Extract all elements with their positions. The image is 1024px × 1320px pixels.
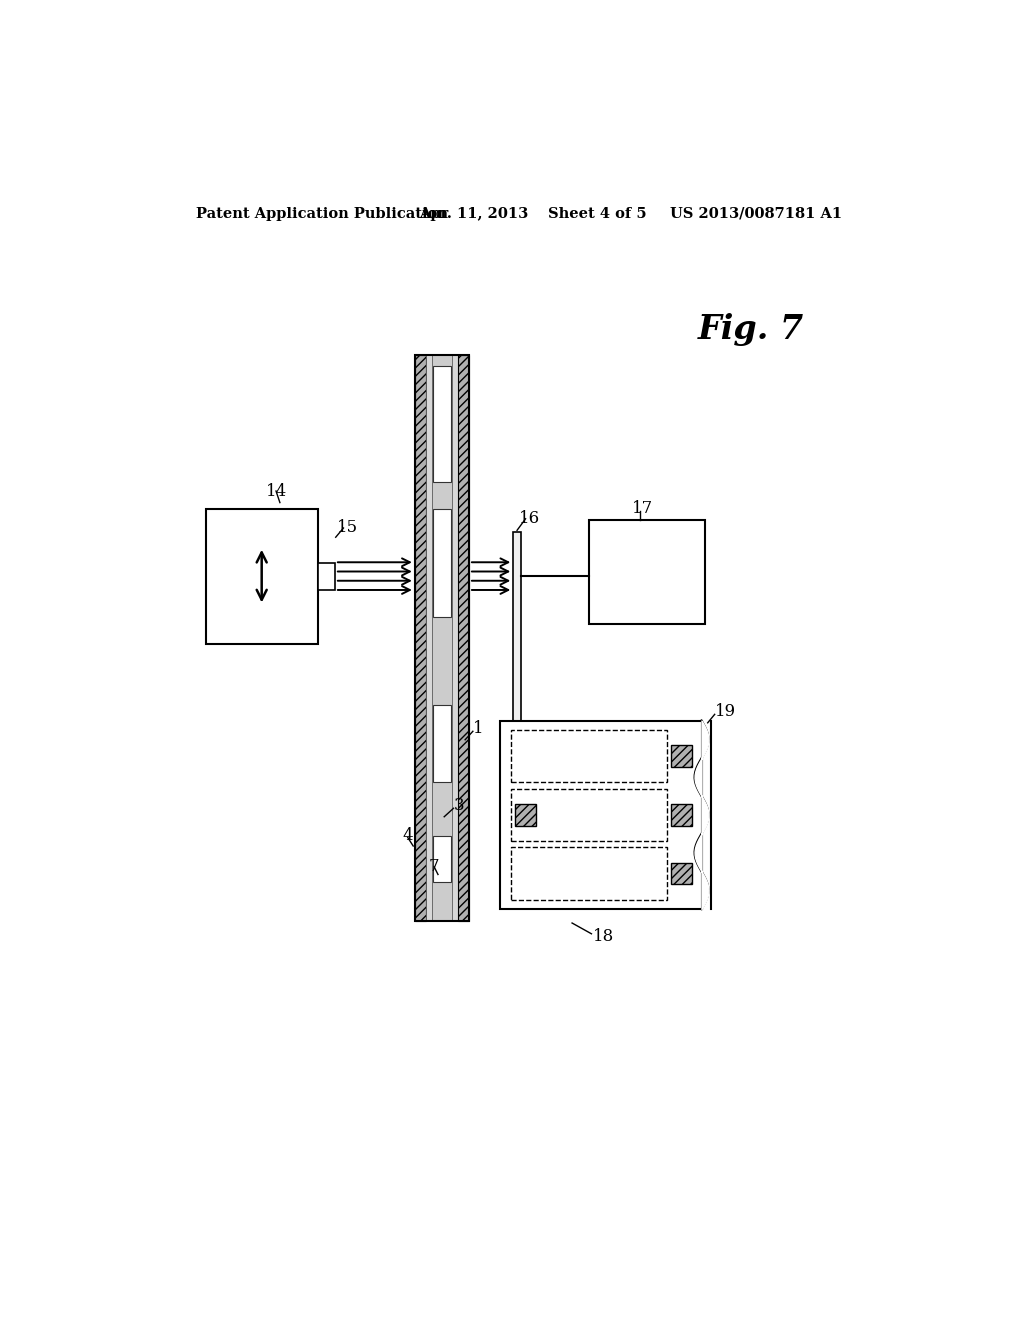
Bar — [206, 508, 317, 644]
Text: 14: 14 — [266, 483, 287, 499]
Text: 3: 3 — [454, 797, 464, 813]
Bar — [671, 746, 692, 767]
Text: 15: 15 — [337, 520, 357, 536]
Bar — [415, 355, 469, 921]
Bar — [432, 508, 452, 616]
Text: 19: 19 — [715, 702, 736, 719]
Bar — [317, 562, 335, 590]
Bar — [426, 355, 432, 921]
Bar — [511, 788, 667, 841]
Bar — [589, 520, 706, 624]
Bar — [432, 355, 452, 921]
Bar — [452, 355, 458, 921]
Text: 17: 17 — [632, 500, 653, 517]
Text: 1: 1 — [473, 719, 483, 737]
Text: Fig. 7: Fig. 7 — [697, 313, 804, 346]
Bar — [432, 367, 452, 482]
Bar — [671, 863, 692, 884]
Bar — [458, 355, 469, 921]
Bar — [432, 705, 452, 781]
Text: Apr. 11, 2013: Apr. 11, 2013 — [419, 207, 528, 220]
Bar — [671, 804, 692, 825]
Text: 16: 16 — [519, 511, 541, 527]
Bar — [513, 532, 521, 840]
Text: 18: 18 — [593, 928, 614, 945]
Bar — [500, 721, 701, 909]
Text: 7: 7 — [429, 858, 439, 875]
Bar — [511, 730, 667, 783]
Text: 4: 4 — [402, 828, 413, 845]
Text: Patent Application Publication: Patent Application Publication — [197, 207, 449, 220]
Text: Sheet 4 of 5: Sheet 4 of 5 — [548, 207, 647, 220]
Bar — [511, 847, 667, 900]
Text: US 2013/0087181 A1: US 2013/0087181 A1 — [671, 207, 843, 220]
Bar — [515, 804, 537, 825]
Bar — [415, 355, 426, 921]
Bar — [432, 836, 452, 882]
